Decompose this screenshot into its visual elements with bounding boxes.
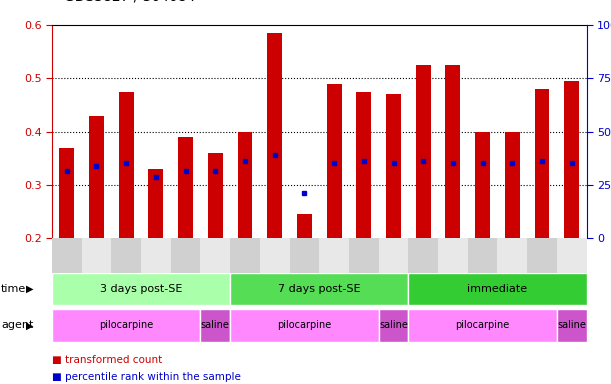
Bar <box>52 238 82 273</box>
Bar <box>557 309 587 342</box>
Bar <box>111 238 141 273</box>
Text: GDS3827 / 304084: GDS3827 / 304084 <box>64 0 196 4</box>
Bar <box>408 273 587 305</box>
Bar <box>468 238 497 273</box>
Bar <box>349 238 379 273</box>
Bar <box>379 309 408 342</box>
Bar <box>148 169 163 238</box>
Text: saline: saline <box>557 320 586 331</box>
Text: pilocarpine: pilocarpine <box>277 320 332 331</box>
Bar <box>415 65 431 238</box>
Bar <box>408 238 438 273</box>
Bar <box>82 238 111 273</box>
Bar <box>445 65 460 238</box>
Bar <box>52 309 200 342</box>
Bar <box>497 238 527 273</box>
Text: ▶: ▶ <box>26 284 33 294</box>
Bar <box>320 238 349 273</box>
Bar <box>260 238 290 273</box>
Bar <box>178 137 193 238</box>
Text: agent: agent <box>1 320 34 331</box>
Bar <box>557 238 587 273</box>
Bar <box>438 238 468 273</box>
Bar <box>89 116 104 238</box>
Bar <box>379 238 408 273</box>
Bar <box>238 131 252 238</box>
Bar <box>408 309 557 342</box>
Bar <box>327 84 342 238</box>
Bar <box>141 238 170 273</box>
Bar <box>565 81 579 238</box>
Text: pilocarpine: pilocarpine <box>455 320 510 331</box>
Bar <box>230 273 408 305</box>
Bar <box>527 238 557 273</box>
Text: 7 days post-SE: 7 days post-SE <box>278 284 360 294</box>
Bar <box>386 94 401 238</box>
Bar <box>475 131 490 238</box>
Bar <box>170 238 200 273</box>
Bar <box>230 309 379 342</box>
Text: saline: saline <box>201 320 230 331</box>
Text: pilocarpine: pilocarpine <box>99 320 153 331</box>
Bar <box>290 238 319 273</box>
Text: ■ percentile rank within the sample: ■ percentile rank within the sample <box>52 372 241 382</box>
Text: ▶: ▶ <box>26 320 33 331</box>
Text: time: time <box>1 284 26 294</box>
Text: immediate: immediate <box>467 284 527 294</box>
Bar <box>200 238 230 273</box>
Bar <box>267 33 282 238</box>
Bar <box>200 309 230 342</box>
Text: saline: saline <box>379 320 408 331</box>
Bar <box>230 238 260 273</box>
Bar <box>297 214 312 238</box>
Bar <box>356 91 371 238</box>
Bar <box>59 147 74 238</box>
Bar <box>208 153 223 238</box>
Bar <box>52 273 230 305</box>
Text: ■ transformed count: ■ transformed count <box>52 355 162 365</box>
Bar <box>505 131 520 238</box>
Bar <box>119 91 134 238</box>
Bar <box>535 89 549 238</box>
Text: 3 days post-SE: 3 days post-SE <box>100 284 182 294</box>
